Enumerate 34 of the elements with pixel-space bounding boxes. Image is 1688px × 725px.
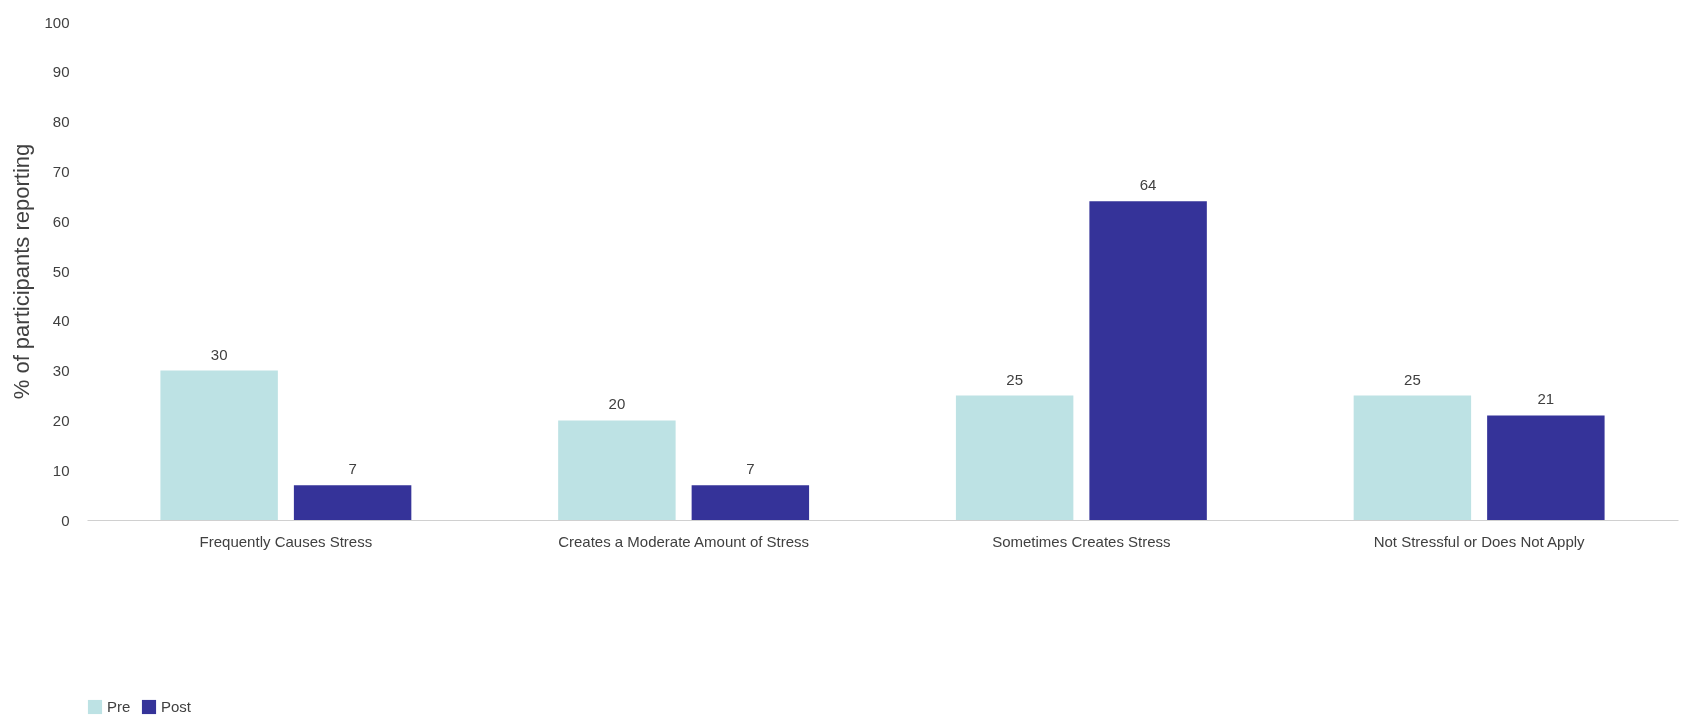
bar bbox=[558, 420, 676, 520]
data-label: 64 bbox=[1139, 176, 1157, 194]
x-tick-label: Frequently Causes Stress bbox=[199, 532, 373, 550]
bar bbox=[1487, 415, 1605, 520]
bar bbox=[1089, 201, 1207, 520]
y-tick-label: 50 bbox=[52, 262, 70, 280]
y-tick-label: 0 bbox=[61, 511, 70, 529]
data-label: 30 bbox=[210, 345, 228, 363]
y-tick-label: 90 bbox=[52, 63, 70, 81]
x-tick-label: Creates a Moderate Amount of Stress bbox=[558, 532, 810, 550]
y-tick-label: 30 bbox=[52, 362, 70, 380]
y-tick-label: 70 bbox=[52, 162, 70, 180]
bar bbox=[691, 485, 810, 520]
y-tick-label: 20 bbox=[52, 411, 70, 429]
x-tick-label: Not Stressful or Does Not Apply bbox=[1373, 532, 1586, 550]
y-axis-title: % of participants reporting bbox=[9, 143, 35, 400]
data-label: 7 bbox=[348, 460, 357, 478]
data-label: 25 bbox=[1404, 370, 1421, 388]
bar bbox=[1353, 395, 1472, 520]
y-tick-label: 60 bbox=[52, 212, 70, 230]
x-tick-label: Sometimes Creates Stress bbox=[992, 532, 1171, 550]
data-label: 20 bbox=[608, 395, 626, 413]
y-tick-label: 100 bbox=[44, 13, 70, 31]
data-label: 21 bbox=[1537, 390, 1555, 408]
legend-label: Post bbox=[161, 698, 192, 715]
y-tick-label: 40 bbox=[52, 312, 70, 330]
bar bbox=[293, 485, 412, 520]
legend-label: Pre bbox=[107, 698, 131, 715]
bar bbox=[955, 395, 1074, 520]
data-label: 25 bbox=[1006, 370, 1023, 388]
data-label: 7 bbox=[746, 460, 755, 478]
bar bbox=[160, 370, 278, 520]
y-tick-label: 80 bbox=[52, 113, 70, 131]
y-tick-label: 10 bbox=[52, 461, 70, 479]
